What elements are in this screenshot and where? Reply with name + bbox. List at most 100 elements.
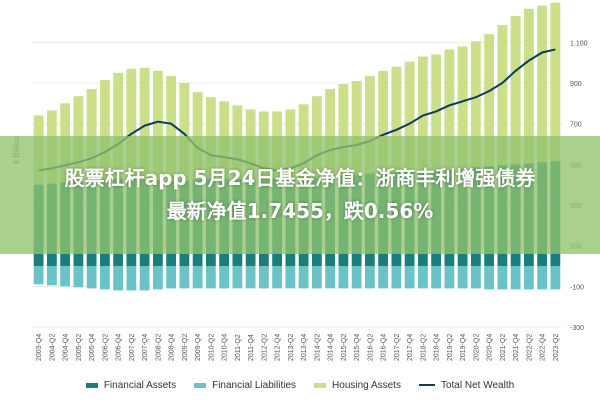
bar-housing-assets <box>484 34 495 167</box>
legend-swatch <box>418 384 435 386</box>
bar-housing-assets <box>166 75 177 182</box>
x-tick-label: 2021-Q4 <box>513 334 520 361</box>
bar-financial-liabilities <box>99 266 110 290</box>
bar-housing-assets <box>351 80 362 175</box>
x-tick-label: 2014-Q2 <box>314 334 321 361</box>
bar-financial-liabilities <box>166 266 177 289</box>
x-tick-label: 2015-Q4 <box>354 334 361 361</box>
y-tick-label: 1,100 <box>570 40 588 47</box>
legend-swatch <box>85 382 98 388</box>
bar-financial-liabilities <box>179 266 190 289</box>
bar-housing-assets <box>86 89 97 181</box>
headline-banner: 股票杠杆app 5月24日基金净值：浙商丰利增强债券 最新净值1.7455，跌0… <box>0 136 600 254</box>
bar-housing-assets <box>152 70 163 181</box>
bar-financial-liabilities <box>431 266 442 289</box>
bar-financial-liabilities <box>470 266 481 289</box>
bar-financial-liabilities <box>537 266 548 290</box>
bar-housing-assets <box>457 46 468 169</box>
x-tick-label: 2014-Q4 <box>328 334 335 361</box>
bar-financial-liabilities <box>510 266 521 290</box>
bar-financial-liabilities <box>298 266 309 289</box>
bar-financial-liabilities <box>192 266 203 289</box>
x-tick-label: 2010-Q2 <box>208 334 215 361</box>
bar-financial-liabilities <box>219 266 230 289</box>
y-tick-label: 900 <box>570 81 582 88</box>
x-tick-label: 2012-Q2 <box>261 334 268 361</box>
legend-item: Financial Assets <box>85 379 177 391</box>
x-tick-label: 2016-Q4 <box>381 334 388 361</box>
x-tick-label: 2004-Q4 <box>63 334 70 361</box>
bar-financial-liabilities <box>444 266 455 289</box>
bar-housing-assets <box>550 2 561 162</box>
bar-financial-liabilities <box>86 266 97 289</box>
bar-housing-assets <box>325 89 336 177</box>
bar-housing-assets <box>523 8 534 164</box>
x-tick-label: 2017-Q4 <box>407 334 414 361</box>
bar-housing-assets <box>444 49 455 170</box>
bar-housing-assets <box>126 68 137 179</box>
bar-financial-liabilities <box>497 266 508 290</box>
bar-housing-assets <box>378 70 389 173</box>
x-tick-label: 2019-Q2 <box>447 334 454 361</box>
bar-financial-liabilities <box>550 266 561 290</box>
bar-financial-liabilities <box>285 266 296 289</box>
bar-housing-assets <box>537 5 548 163</box>
x-tick-label: 2003-Q4 <box>36 334 43 361</box>
x-tick-label: 2004-Q2 <box>49 334 56 361</box>
headline-line-2: 最新净值1.7455，跌0.56% <box>166 199 434 223</box>
y-tick-label: -100 <box>570 284 584 291</box>
x-tick-label: 2013-Q4 <box>301 334 308 361</box>
bar-housing-assets <box>470 41 481 168</box>
bar-housing-assets <box>338 84 349 176</box>
bar-financial-liabilities <box>245 266 256 289</box>
bar-financial-liabilities <box>232 266 243 289</box>
x-tick-label: 2021-Q2 <box>500 334 507 361</box>
bar-financial-liabilities <box>325 266 336 289</box>
bar-housing-assets <box>113 72 124 179</box>
legend-swatch <box>194 382 207 388</box>
bar-financial-liabilities <box>60 266 71 287</box>
bar-financial-liabilities <box>391 266 402 289</box>
bar-financial-liabilities <box>311 266 322 289</box>
headline-line-1: 股票杠杆app 5月24日基金净值：浙商丰利增强债券 <box>64 166 536 190</box>
x-tick-label: 2018-Q4 <box>434 334 441 361</box>
bar-housing-assets <box>364 75 375 174</box>
x-tick-label: 2009-Q2 <box>182 334 189 361</box>
x-tick-label: 2020-Q4 <box>487 334 494 361</box>
x-tick-label: 2015-Q2 <box>341 334 348 361</box>
bar-financial-liabilities <box>46 266 57 286</box>
x-tick-label: 2009-Q4 <box>195 334 202 361</box>
bar-financial-liabilities <box>457 266 468 289</box>
bar-financial-liabilities <box>73 266 84 288</box>
x-tick-label: 2019-Q4 <box>460 334 467 361</box>
x-tick-label: 2011-Q2 <box>235 334 242 361</box>
bar-financial-liabilities <box>152 266 163 290</box>
x-tick-label: 2006-Q2 <box>102 334 109 361</box>
bar-financial-liabilities <box>364 266 375 289</box>
bar-housing-assets <box>391 66 402 173</box>
x-tick-label: 2005-Q2 <box>76 334 83 361</box>
x-tick-label: 2008-Q4 <box>169 334 176 361</box>
bar-housing-assets <box>417 56 428 171</box>
legend-label: Financial Liabilities <box>212 379 297 391</box>
legend-item: Financial Liabilities <box>194 380 296 391</box>
bar-housing-assets <box>404 61 415 172</box>
x-tick-label: 2012-Q4 <box>275 334 282 361</box>
bar-financial-liabilities <box>404 266 415 289</box>
legend-item: Housing Assets <box>314 380 401 391</box>
bar-financial-liabilities <box>33 266 44 285</box>
x-tick-label: 2013-Q2 <box>288 334 295 361</box>
x-tick-label: 2016-Q2 <box>367 334 374 361</box>
legend-swatch <box>314 382 327 388</box>
x-tick-label: 2010-Q4 <box>222 334 229 361</box>
legend-label: Housing Assets <box>332 379 401 391</box>
legend-label: Total Net Wealth <box>440 379 515 391</box>
legend-label: Financial Assets <box>103 379 177 391</box>
x-tick-label: 2011-Q4 <box>248 334 255 361</box>
bar-financial-liabilities <box>351 266 362 289</box>
bar-financial-liabilities <box>272 266 283 289</box>
bar-housing-assets <box>192 92 203 180</box>
x-tick-label: 2022-Q2 <box>526 334 533 361</box>
x-tick-label: 2005-Q4 <box>89 334 96 361</box>
